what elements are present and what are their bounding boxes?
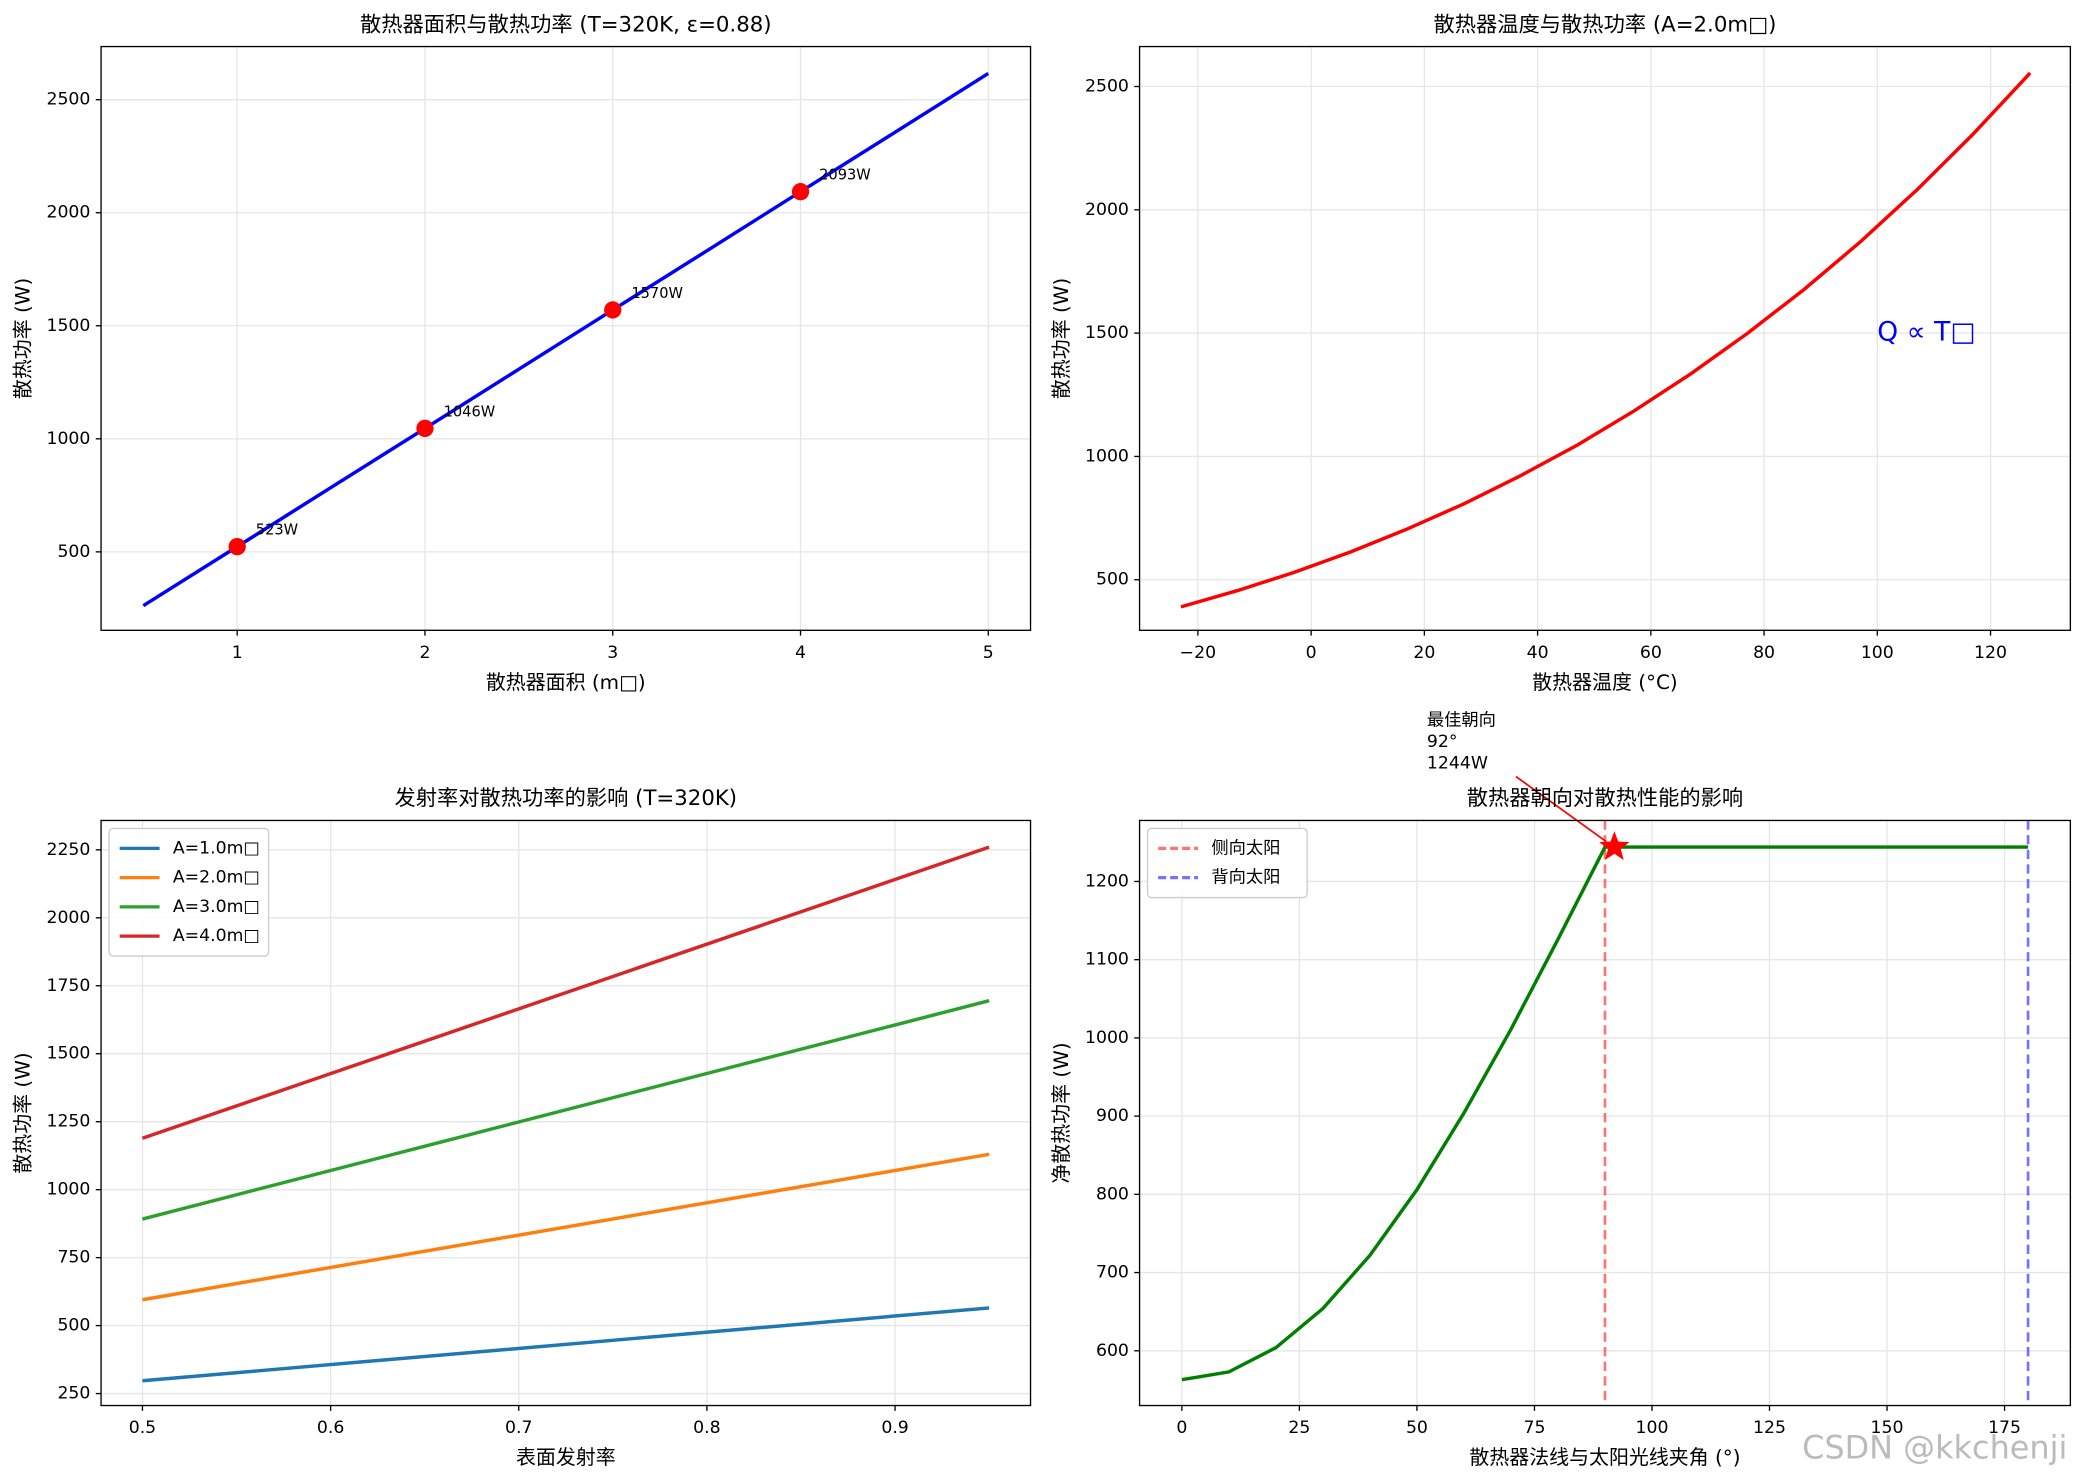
series-line <box>142 999 990 1221</box>
x-tick-label: 50 <box>1406 1418 1428 1438</box>
x-axis-label: 表面发射率 <box>516 1445 616 1469</box>
plot-frame <box>100 45 1032 631</box>
y-tick-label: 500 <box>1096 570 1129 590</box>
legend-label: 背向太阳 <box>1211 868 1280 888</box>
y-tick-label: 1000 <box>46 429 90 449</box>
x-tick-label: 0 <box>1306 643 1317 663</box>
x-tick-label: 3 <box>607 643 618 663</box>
annotation-text: 92° <box>1427 732 1458 752</box>
y-tick-label: 2000 <box>1085 200 1129 220</box>
x-axis-label: 散热器温度 (°C) <box>1532 670 1677 694</box>
x-tick-label: 40 <box>1527 643 1549 663</box>
y-tick-label: 250 <box>57 1384 90 1404</box>
plot-frame <box>1138 45 2072 631</box>
y-tick-label: 1750 <box>46 976 90 996</box>
y-tick-label: 750 <box>57 1248 90 1268</box>
data-point <box>791 183 810 201</box>
series-line <box>1180 71 2032 609</box>
data-point <box>228 538 246 556</box>
y-tick-label: 1500 <box>46 1044 90 1064</box>
highlight-star <box>1599 831 1630 860</box>
x-tick-label: 0.6 <box>317 1418 344 1438</box>
chart-title: 发射率对散热功率的影响 (T=320K) <box>394 786 737 811</box>
annotation: Q ∝ T□ <box>1877 317 1975 348</box>
legend-box <box>1146 827 1308 899</box>
watermark: CSDN @kkchenji <box>1802 1428 2067 1466</box>
x-tick-label: 150 <box>1871 1418 1904 1438</box>
x-tick-label: 2 <box>419 643 430 663</box>
x-tick-label: 4 <box>795 643 806 663</box>
y-axis-label: 散热功率 (W) <box>10 1052 34 1173</box>
legend-label: A=4.0m□ <box>173 926 260 946</box>
x-tick-label: 0.5 <box>129 1418 156 1438</box>
series-line <box>142 1152 990 1302</box>
x-tick-label: 175 <box>1988 1418 2021 1438</box>
y-tick-label: 1000 <box>1085 446 1129 466</box>
y-tick-label: 1200 <box>1085 871 1129 891</box>
x-tick-label: 20 <box>1413 643 1435 663</box>
series-line <box>142 1306 990 1383</box>
y-tick-label: 2500 <box>46 90 90 110</box>
legend-label: A=2.0m□ <box>173 868 260 888</box>
x-tick-label: 1 <box>232 643 243 663</box>
x-tick-label: 100 <box>1861 643 1894 663</box>
y-tick-label: 2250 <box>46 840 90 860</box>
x-tick-label: 0 <box>1176 1418 1187 1438</box>
plot-frame <box>1138 819 2072 1407</box>
data-point <box>604 301 622 319</box>
legend-label: A=1.0m□ <box>173 838 260 858</box>
series-line <box>141 845 990 1140</box>
x-tick-label: 25 <box>1288 1418 1310 1438</box>
x-tick-label: 125 <box>1753 1418 1786 1438</box>
y-tick-label: 2000 <box>46 908 90 928</box>
x-tick-label: 80 <box>1753 643 1775 663</box>
chart-title: 散热器朝向对散热性能的影响 <box>1467 786 1743 811</box>
y-tick-label: 500 <box>57 542 90 562</box>
y-tick-label: 2500 <box>1085 77 1129 97</box>
x-axis-label: 散热器面积 (m□) <box>486 670 646 694</box>
y-tick-label: 500 <box>57 1316 90 1336</box>
data-label: 2093W <box>819 167 871 184</box>
legend-box <box>108 827 270 957</box>
series-line <box>142 71 990 608</box>
y-tick-label: 1500 <box>1085 323 1129 343</box>
y-tick-label: 600 <box>1096 1341 1129 1361</box>
y-tick-label: 1500 <box>46 316 90 336</box>
x-tick-label: 60 <box>1640 643 1662 663</box>
annotation-arrow <box>1515 775 1607 843</box>
x-tick-label: 75 <box>1523 1418 1545 1438</box>
y-tick-label: 1000 <box>46 1180 90 1200</box>
x-axis-label: 散热器法线与太阳光线夹角 (°) <box>1469 1445 1740 1469</box>
series-line <box>1181 845 2029 1382</box>
x-tick-label: 0.7 <box>505 1418 532 1438</box>
y-tick-label: 900 <box>1096 1106 1129 1126</box>
data-label: 523W <box>256 522 298 539</box>
y-tick-label: 800 <box>1096 1184 1129 1204</box>
annotation-text: 1244W <box>1427 753 1488 773</box>
y-tick-label: 1100 <box>1085 950 1129 970</box>
y-tick-label: 2000 <box>46 203 90 223</box>
x-tick-label: 0.9 <box>881 1418 908 1438</box>
chart-title: 散热器面积与散热功率 (T=320K, ε=0.88) <box>360 12 772 37</box>
x-tick-label: 5 <box>983 643 994 663</box>
legend-label: A=3.0m□ <box>173 897 260 917</box>
chart-title: 散热器温度与散热功率 (A=2.0m□) <box>1433 12 1776 37</box>
x-tick-label: 120 <box>1974 643 2007 663</box>
y-axis-label: 散热功率 (W) <box>1049 278 1073 399</box>
plot-frame <box>100 819 1032 1407</box>
x-tick-label: 100 <box>1635 1418 1668 1438</box>
y-tick-label: 1250 <box>46 1112 90 1132</box>
y-tick-label: 700 <box>1096 1263 1129 1283</box>
data-label: 1046W <box>444 403 496 420</box>
x-tick-label: −20 <box>1180 643 1216 663</box>
data-label: 1570W <box>631 285 683 302</box>
data-point <box>416 419 434 438</box>
y-tick-label: 1000 <box>1085 1028 1129 1048</box>
y-axis-label: 散热功率 (W) <box>10 278 34 399</box>
annotation-text: 最佳朝向 <box>1427 711 1496 731</box>
y-axis-label: 净散热功率 (W) <box>1049 1042 1073 1183</box>
x-tick-label: 0.8 <box>693 1418 720 1438</box>
legend-label: 侧向太阳 <box>1211 838 1280 858</box>
